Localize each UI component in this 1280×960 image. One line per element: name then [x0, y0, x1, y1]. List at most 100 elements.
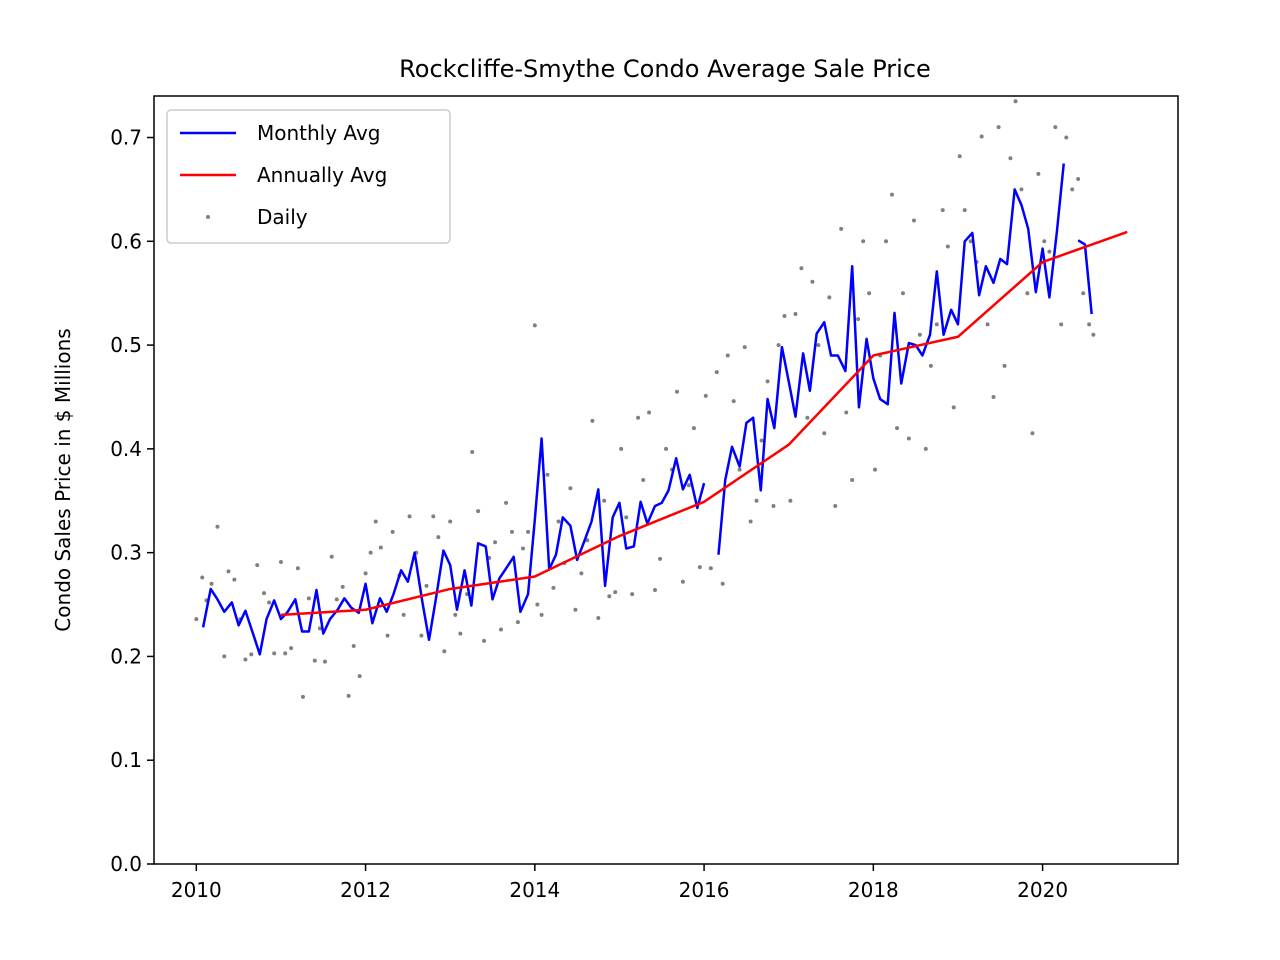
y-tick-label: 0.2: [110, 644, 142, 668]
daily-point: [458, 631, 463, 636]
daily-point: [232, 577, 237, 582]
legend-swatch-daily: [206, 215, 210, 219]
daily-point: [816, 343, 821, 348]
daily-point: [209, 581, 214, 586]
daily-point: [856, 317, 861, 322]
daily-point: [737, 467, 742, 472]
legend-label-annually-avg: Annually Avg: [257, 163, 387, 187]
daily-point: [448, 519, 453, 524]
daily-point: [962, 208, 967, 213]
daily-point: [985, 322, 990, 327]
daily-point: [641, 478, 646, 482]
daily-point: [691, 426, 696, 431]
daily-point: [346, 693, 351, 698]
daily-point: [579, 571, 584, 576]
daily-point: [470, 449, 475, 454]
monthly-avg-line: [717, 163, 1065, 555]
daily-point: [390, 529, 395, 534]
monthly-avg-line: [1077, 239, 1093, 315]
daily-point: [613, 590, 618, 595]
x-tick-label: 2018: [848, 878, 899, 902]
daily-point: [636, 415, 641, 420]
daily-point: [675, 389, 680, 394]
daily-point: [928, 363, 933, 368]
y-axis: 0.0 0.1 0.2 0.3 0.4 0.5 0.6 0.7: [110, 126, 154, 876]
daily-point: [515, 620, 520, 625]
daily-point: [686, 483, 691, 488]
daily-point: [520, 546, 525, 551]
daily-point: [317, 626, 322, 631]
daily-point: [493, 540, 498, 545]
daily-point: [551, 585, 556, 590]
daily-point: [839, 226, 844, 231]
daily-point: [720, 581, 725, 586]
daily-point: [498, 627, 503, 632]
daily-point: [1008, 156, 1013, 161]
daily-point: [200, 575, 205, 580]
daily-point: [401, 612, 406, 617]
daily-point: [596, 616, 601, 621]
daily-point: [556, 519, 561, 524]
daily-point: [526, 529, 531, 534]
daily-point: [262, 591, 267, 596]
daily-point: [968, 239, 973, 244]
daily-point: [532, 323, 537, 328]
daily-point: [1070, 187, 1075, 192]
daily-point: [630, 592, 635, 597]
y-tick-label: 0.5: [110, 333, 142, 357]
daily-point: [607, 594, 612, 599]
daily-point: [1064, 135, 1069, 140]
daily-point: [991, 394, 996, 399]
legend-label-monthly-avg: Monthly Avg: [257, 121, 380, 145]
daily-point: [1013, 99, 1018, 104]
daily-point: [476, 509, 481, 514]
daily-point: [373, 519, 378, 524]
daily-point: [951, 405, 956, 410]
daily-point: [754, 498, 759, 503]
y-axis-label: Condo Sales Price in $ Millions: [51, 328, 75, 631]
daily-point: [805, 415, 810, 420]
daily-point: [357, 674, 362, 679]
daily-point: [895, 426, 900, 431]
daily-point: [312, 658, 317, 663]
daily-point: [602, 498, 607, 503]
daily-point: [822, 431, 827, 436]
daily-point: [906, 436, 911, 441]
legend-box: [166, 109, 451, 244]
daily-point: [194, 617, 199, 622]
daily-point: [827, 295, 832, 300]
legend: Monthly Avg Annually Avg Daily: [166, 109, 451, 244]
daily-point: [249, 652, 254, 657]
daily-point: [945, 244, 950, 249]
y-tick-label: 0.6: [110, 229, 142, 253]
daily-point: [619, 446, 624, 451]
daily-point: [1076, 177, 1081, 182]
daily-point: [539, 612, 544, 617]
plot-frame: [153, 95, 1179, 865]
daily-point: [407, 514, 412, 519]
daily-point: [272, 651, 277, 656]
daily-point: [923, 446, 928, 451]
daily-point: [504, 500, 509, 505]
daily-point: [788, 498, 793, 503]
daily-point: [957, 154, 962, 159]
daily-point: [267, 600, 272, 605]
daily-point: [884, 239, 889, 244]
monthly-avg-line: [201, 437, 706, 656]
chart-title: Rockcliffe-Smythe Condo Average Sale Pri…: [399, 55, 931, 83]
daily-point: [799, 266, 804, 271]
daily-point: [1081, 291, 1086, 296]
daily-point: [1059, 322, 1064, 327]
daily-point: [765, 379, 770, 384]
daily-point: [368, 550, 373, 555]
y-tick-label: 0.3: [110, 541, 142, 565]
daily-point: [861, 239, 866, 244]
daily-point: [833, 503, 838, 508]
x-tick-label: 2010: [171, 878, 222, 902]
daily-point: [731, 399, 736, 404]
daily-point: [535, 602, 540, 607]
daily-point: [996, 125, 1001, 130]
daily-point: [283, 651, 288, 656]
daily-point: [934, 322, 939, 327]
